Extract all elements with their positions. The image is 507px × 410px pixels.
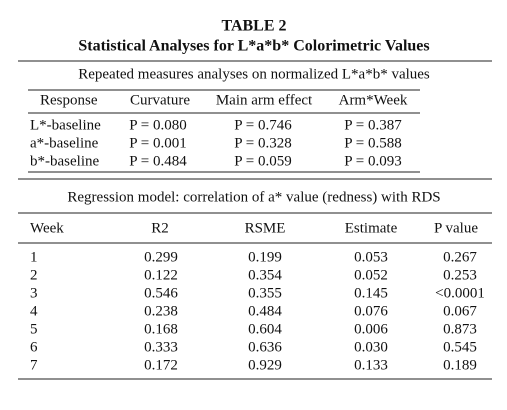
cell: P = 0.588 (344, 135, 402, 151)
cell: 6 (30, 339, 38, 355)
column-header: R2 (151, 220, 169, 236)
cell: 0.333 (144, 339, 178, 355)
cell: P = 0.387 (344, 117, 402, 133)
cell: 0.067 (443, 303, 477, 319)
cell: 0.168 (144, 321, 178, 337)
cell: P = 0.080 (129, 117, 187, 133)
cell: P = 0.093 (344, 153, 402, 169)
table-title: Statistical Analyses for L*a*b* Colorime… (78, 38, 429, 55)
cell: P = 0.001 (129, 135, 187, 151)
cell: 3 (30, 285, 38, 301)
cell: 4 (30, 303, 38, 319)
cell: 0.053 (354, 249, 388, 265)
cell: L*-baseline (30, 117, 101, 133)
cell: 0.145 (354, 285, 388, 301)
cell: 0.355 (248, 285, 282, 301)
cell: 0.238 (144, 303, 178, 319)
cell: 0.546 (144, 285, 178, 301)
cell: 0.929 (248, 357, 282, 373)
cell: 0.122 (144, 267, 178, 283)
cell: 0.636 (248, 339, 282, 355)
cell: 0.604 (248, 321, 282, 337)
cell: P = 0.328 (234, 135, 292, 151)
cell: 0.267 (443, 249, 477, 265)
cell: 1 (30, 249, 38, 265)
cell: 0.199 (248, 249, 282, 265)
column-header: P value (434, 220, 478, 236)
column-header: Curvature (130, 92, 190, 108)
cell: 0.299 (144, 249, 178, 265)
cell: <0.0001 (435, 285, 485, 301)
cell: 5 (30, 321, 38, 337)
column-header: Response (40, 92, 98, 108)
column-header: RSME (245, 220, 286, 236)
cell: 2 (30, 267, 38, 283)
cell: 0.006 (354, 321, 388, 337)
caption: Regression model: correlation of a* valu… (67, 189, 440, 205)
caption: Repeated measures analyses on normalized… (78, 66, 430, 82)
cell: 0.545 (443, 339, 477, 355)
cell: a*-baseline (30, 135, 99, 151)
cell: 0.030 (354, 339, 388, 355)
column-header: Main arm effect (216, 92, 313, 108)
column-header: Arm*Week (339, 92, 408, 108)
column-header: Week (30, 220, 64, 236)
cell: 0.189 (443, 357, 477, 373)
table-label: TABLE 2 (221, 18, 286, 35)
cell: 0.133 (354, 357, 388, 373)
cell: 0.354 (248, 267, 282, 283)
cell: 7 (30, 357, 38, 373)
cell: P = 0.059 (234, 153, 292, 169)
cell: 0.873 (443, 321, 477, 337)
cell: 0.172 (144, 357, 178, 373)
cell: b*-baseline (30, 153, 99, 169)
cell: 0.253 (443, 267, 477, 283)
column-header: Estimate (345, 220, 398, 236)
cell: P = 0.746 (234, 117, 292, 133)
cell: P = 0.484 (129, 153, 187, 169)
cell: 0.484 (248, 303, 282, 319)
cell: 0.076 (354, 303, 388, 319)
cell: 0.052 (354, 267, 388, 283)
